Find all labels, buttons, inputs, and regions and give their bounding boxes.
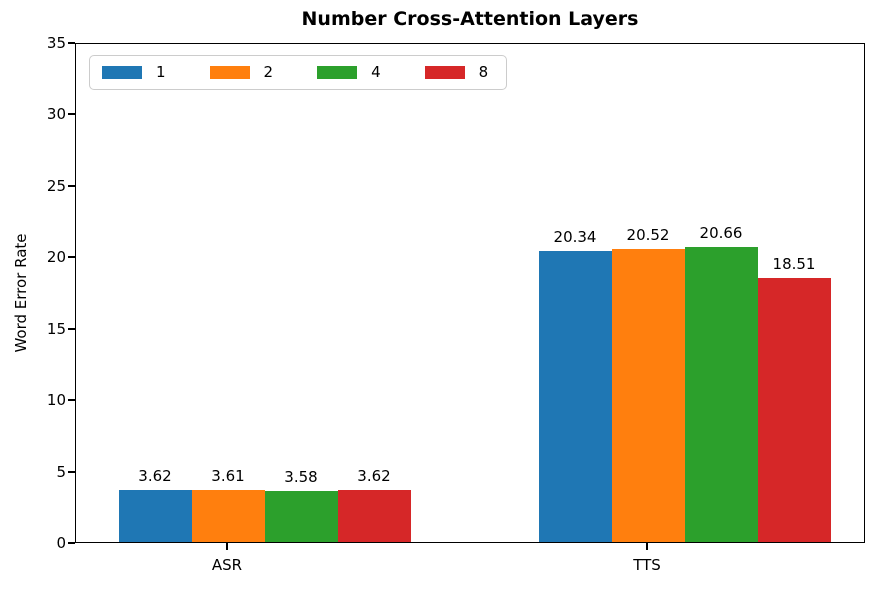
legend: 1 2 4 8 — [89, 55, 508, 90]
bar-label-4-tts: 20.66 — [699, 223, 743, 242]
bar-label-1-asr: 3.62 — [138, 467, 172, 486]
legend-label: 4 — [371, 63, 381, 81]
bar-2-tts — [611, 248, 685, 542]
legend-label: 2 — [263, 63, 274, 81]
bar-label-2-asr: 3.61 — [211, 467, 245, 486]
bar-label-1-tts: 20.34 — [553, 228, 597, 247]
y-tick-mark — [68, 399, 75, 402]
legend-item-4: 4 — [317, 65, 381, 80]
legend-item-2: 2 — [209, 63, 274, 81]
y-tick-label: 5 — [56, 462, 66, 481]
y-tick-mark — [68, 256, 75, 259]
bar-2-asr — [191, 490, 265, 542]
legend-label: 8 — [478, 63, 489, 81]
y-tick-mark — [68, 42, 75, 44]
x-tick-label-tts: TTS — [633, 556, 661, 574]
y-tick-label: 30 — [46, 105, 66, 124]
plot-area: 1 2 4 8 3.62 20.34 3.61 20.52 3.58 20.66 3.62 18.5… — [75, 43, 865, 543]
bar-label-4-asr: 3.58 — [284, 467, 318, 486]
legend-swatch-icon — [102, 66, 142, 79]
bar-label-8-tts: 18.51 — [772, 254, 816, 273]
y-tick-mark — [68, 113, 75, 116]
legend-swatch-icon — [424, 66, 465, 79]
bar-8-tts — [757, 277, 831, 542]
legend-label: 1 — [156, 63, 166, 81]
y-tick-label: 0 — [56, 534, 66, 552]
y-tick-mark — [68, 470, 75, 473]
bar-1-asr — [118, 490, 192, 542]
y-tick-label: 25 — [46, 176, 66, 195]
y-tick-label: 35 — [46, 34, 66, 52]
y-tick-label: 20 — [46, 248, 66, 267]
plot-inner: 1 2 4 8 3.62 20.34 3.61 20.52 3.58 20.66 3.62 18.5… — [76, 44, 864, 542]
legend-item-8: 8 — [424, 63, 489, 81]
bar-label-8-asr: 3.62 — [357, 467, 391, 486]
x-tick-label-asr: ASR — [211, 556, 243, 574]
y-tick-label: 15 — [46, 319, 66, 338]
legend-swatch-icon — [209, 66, 250, 79]
legend-item-1: 1 — [102, 65, 166, 80]
bar-4-asr — [264, 490, 338, 542]
legend-swatch-icon — [317, 66, 358, 79]
y-tick-label: 10 — [46, 391, 66, 410]
bar-8-asr — [337, 490, 411, 542]
chart-title: Number Cross-Attention Layers — [301, 8, 639, 30]
y-tick-mark — [68, 542, 75, 544]
x-tick-mark — [226, 543, 228, 550]
x-tick-mark — [646, 543, 648, 550]
y-tick-mark — [68, 327, 75, 330]
bar-label-2-tts: 20.52 — [626, 225, 670, 244]
bar-4-tts — [684, 246, 758, 542]
bar-1-tts — [538, 251, 612, 542]
y-tick-mark — [68, 184, 75, 187]
